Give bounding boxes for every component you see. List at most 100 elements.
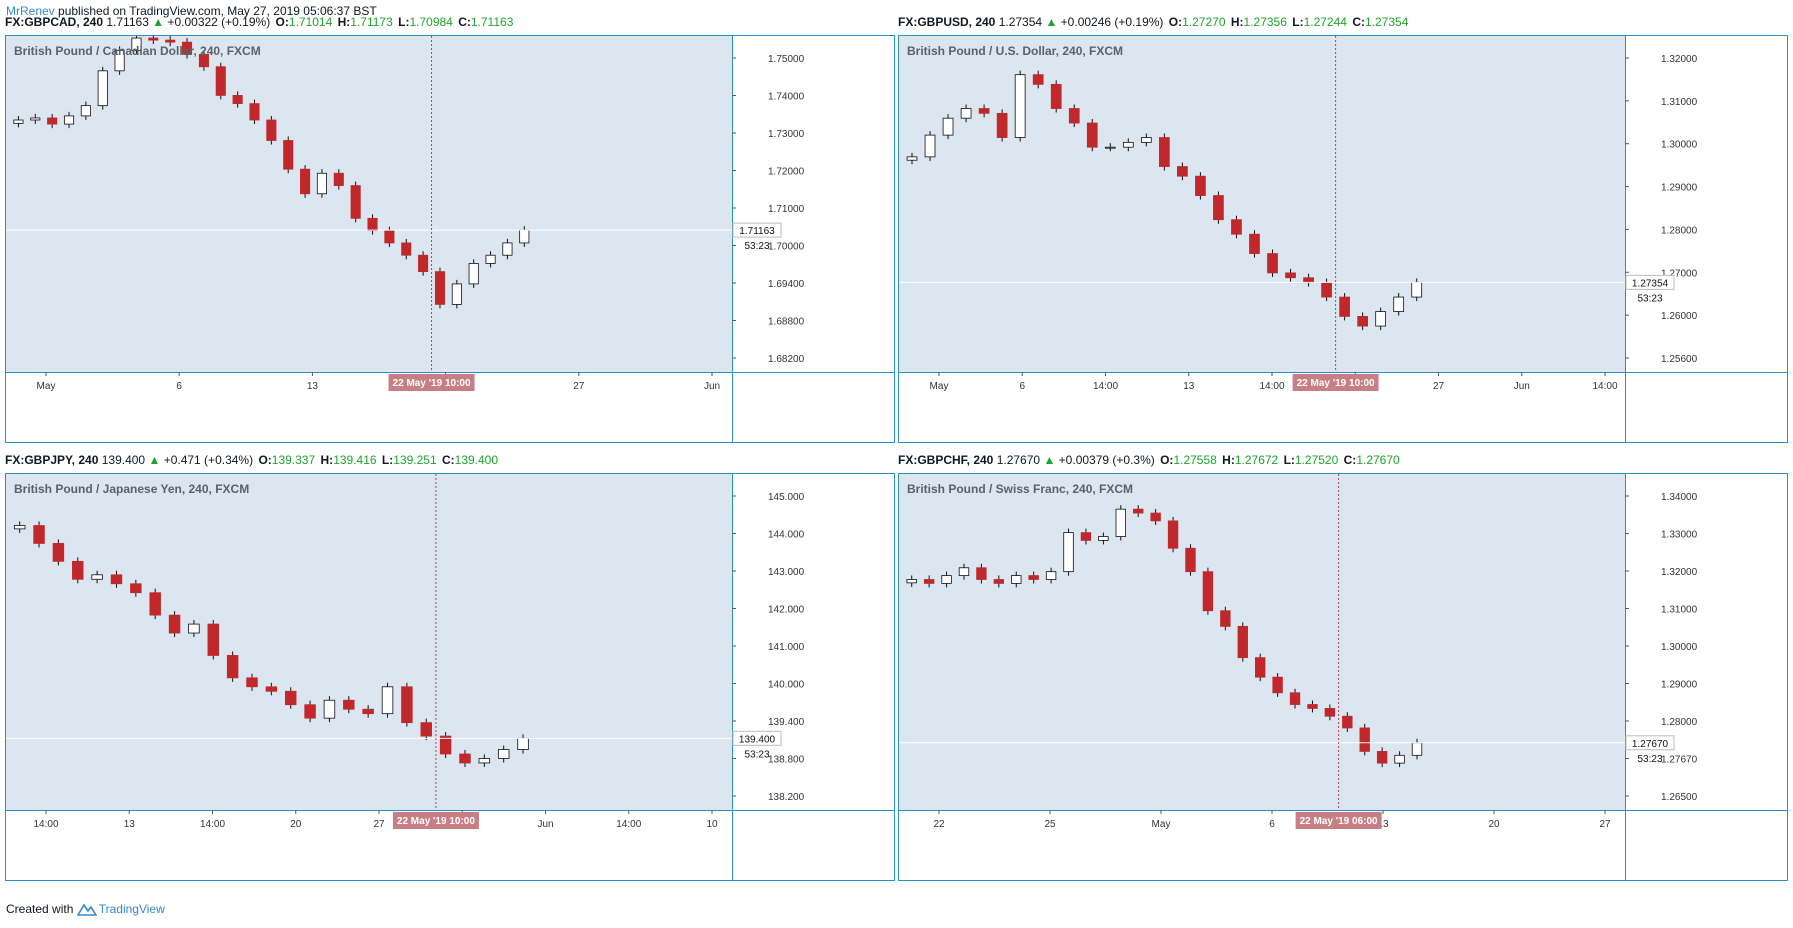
price-tick-label: 1.28000 <box>1661 717 1698 728</box>
last-price: 1.27670 <box>996 453 1041 467</box>
countdown-label: 53:23 <box>1637 754 1662 765</box>
candle-body <box>1303 277 1314 283</box>
price-tick-label: 1.27670 <box>1661 755 1698 766</box>
candlestick-chart[interactable]: 1.34000 1.33000 1.32000 1.31000 1.30000 1.290… <box>899 474 1787 880</box>
price-tick-label: 1.69400 <box>768 279 805 290</box>
candle-body <box>165 39 176 43</box>
countdown-label: 53:23 <box>1637 293 1662 304</box>
candle-body <box>401 242 412 256</box>
low-value: 1.27244 <box>1303 15 1347 29</box>
time-tick-label: 13 <box>124 819 136 830</box>
candle-body <box>942 117 954 136</box>
candle-body <box>283 140 294 170</box>
low-value: 139.251 <box>393 453 437 467</box>
author-link[interactable]: MrRenev <box>6 4 55 18</box>
candle-body <box>1267 253 1278 274</box>
candle-body <box>906 579 917 584</box>
footer: Created with TradingView <box>6 902 165 916</box>
candle-body <box>1104 146 1116 149</box>
plot-area <box>6 36 732 372</box>
candle-body <box>52 543 65 562</box>
chart-frame[interactable]: 1.32000 1.31000 1.30000 1.29000 1.28000 1.270… <box>898 35 1788 443</box>
candle-body <box>97 70 108 107</box>
time-tick-label: May <box>37 381 56 392</box>
last-price-box <box>732 730 782 746</box>
candle-body <box>1249 233 1260 254</box>
candle-body <box>1202 571 1214 612</box>
symbol-label: FX:GBPCHF, 240 <box>898 453 994 467</box>
crosshair-time-label: 22 May '19 10:00 <box>397 816 475 827</box>
price-change: +0.00379 (+0.3%) <box>1058 453 1155 467</box>
price-tick-label: 1.68800 <box>768 317 805 328</box>
candle-body <box>13 525 26 530</box>
price-tick-label: 141.000 <box>768 642 805 653</box>
time-tick-label: 27 <box>1433 381 1445 392</box>
price-tick-label: 1.31000 <box>1661 97 1698 108</box>
candle-body <box>1177 166 1188 177</box>
candle-body <box>343 699 355 710</box>
candlestick-chart[interactable]: 1.75000 1.74000 1.73000 1.72000 1.71000 1.700… <box>6 36 894 442</box>
candle-body <box>246 677 258 688</box>
candle-body <box>110 574 123 585</box>
candle-body <box>976 567 987 580</box>
high-value: 1.27672 <box>1234 453 1279 467</box>
last-price-label: 1.71163 <box>739 226 775 237</box>
close-value: 1.27670 <box>1356 453 1400 467</box>
candle-body <box>1237 625 1248 659</box>
last-price-box <box>1625 274 1675 290</box>
up-arrow-icon: ▲ <box>1043 453 1056 467</box>
time-tick-label: 27 <box>1599 819 1611 830</box>
time-tick-label: 14:00 <box>33 819 58 830</box>
candlestick-chart[interactable]: 145.000 144.000 143.000 142.000 141.000 140.0… <box>6 474 894 880</box>
tradingview-link[interactable]: TradingView <box>98 902 165 916</box>
price-tick-label: 1.33000 <box>1661 530 1698 541</box>
time-tick-label: 20 <box>1488 819 1500 830</box>
time-tick-label: May <box>930 381 949 392</box>
time-tick-label: 27 <box>373 819 385 830</box>
time-tick-label: 22 <box>933 819 945 830</box>
chart-frame[interactable]: 1.75000 1.74000 1.73000 1.72000 1.71000 1.700… <box>5 35 895 443</box>
candle-body <box>1411 742 1423 756</box>
candle-body <box>131 37 142 51</box>
price-tick-label: 1.31000 <box>1661 605 1698 616</box>
chart-frame[interactable]: 145.000 144.000 143.000 142.000 141.000 140.0… <box>5 473 895 881</box>
candle-body <box>1220 610 1231 627</box>
last-price-label: 1.27670 <box>1632 739 1669 750</box>
pane-title: British Pound / Canadian Dollar, 240, FX… <box>14 44 261 58</box>
open-value: 1.71014 <box>288 15 333 29</box>
candle-body <box>497 749 510 759</box>
candle-body <box>996 112 1008 138</box>
pane-title: British Pound / Japanese Yen, 240, FXCM <box>14 482 250 496</box>
candlestick-chart[interactable]: 1.32000 1.31000 1.30000 1.29000 1.28000 1.270… <box>899 36 1787 442</box>
candle-body <box>215 66 226 96</box>
price-tick-label: 1.74000 <box>768 92 805 103</box>
price-tick-label: 1.27000 <box>1661 268 1698 279</box>
candle-body <box>434 271 446 305</box>
candle-body <box>266 119 277 141</box>
price-tick-label: 1.32000 <box>1661 54 1698 65</box>
candle-body <box>316 172 327 195</box>
candle-body <box>941 575 952 584</box>
candle-body <box>1159 137 1170 167</box>
chart-panel-gbpcad: FX:GBPCAD, 240 1.71163 ▲ +0.00322 (+0.19… <box>5 13 895 443</box>
candle-body <box>960 108 972 119</box>
price-tick-label: 142.000 <box>768 605 805 616</box>
symbol-label: FX:GBPJPY, 240 <box>5 453 99 467</box>
candle-body <box>1014 74 1026 138</box>
plot-area <box>899 474 1625 810</box>
candle-body <box>1195 175 1206 196</box>
chart-frame[interactable]: 1.34000 1.33000 1.32000 1.31000 1.30000 1.290… <box>898 473 1788 881</box>
price-tick-label: 1.30000 <box>1661 642 1698 653</box>
candle-body <box>519 229 530 244</box>
price-tick-label: 1.34000 <box>1661 492 1698 503</box>
candle-body <box>1375 311 1387 327</box>
candle-body <box>1115 508 1126 537</box>
quote-bar: FX:GBPUSD, 240 1.27354 ▲ +0.00246 (+0.19… <box>898 15 1409 29</box>
candle-body <box>91 574 103 580</box>
candle-body <box>1342 715 1353 729</box>
candle-body <box>384 230 395 244</box>
high-value: 1.71173 <box>350 15 393 29</box>
candle-body <box>468 263 479 285</box>
candle-body <box>1080 532 1092 541</box>
plot-area <box>6 474 732 810</box>
